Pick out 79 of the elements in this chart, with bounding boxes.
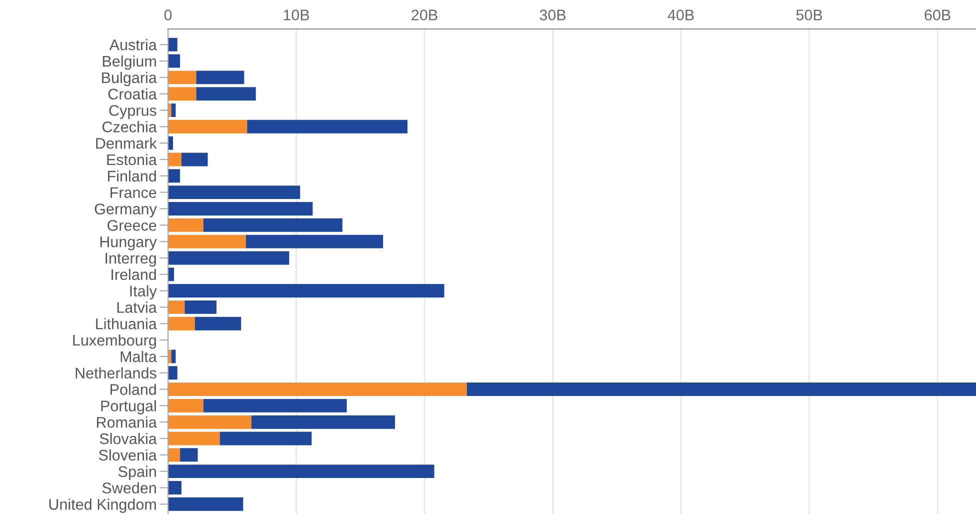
bar	[168, 284, 444, 298]
bar	[168, 382, 467, 396]
bar	[168, 70, 196, 84]
y-tick-label: Italy	[130, 285, 157, 300]
bar	[246, 234, 384, 248]
bar	[171, 104, 176, 117]
bar	[168, 218, 204, 232]
bar	[168, 136, 173, 150]
bar	[168, 497, 244, 511]
y-tick-label: Denmark	[96, 138, 157, 149]
bar	[180, 448, 198, 462]
bar	[168, 481, 182, 494]
bar	[168, 448, 180, 462]
bar	[168, 398, 204, 412]
y-tick-label: France	[110, 187, 156, 198]
y-tick-label: Portugal	[101, 400, 156, 414]
x-tick-label: 60B	[924, 10, 950, 20]
bar	[247, 120, 408, 134]
bar	[168, 87, 196, 101]
bar	[168, 432, 220, 446]
y-tick-label: Romania	[97, 416, 157, 428]
bar	[466, 382, 976, 396]
bar	[168, 152, 182, 166]
bar	[194, 316, 242, 330]
y-tick-label: Austria	[109, 39, 157, 50]
y-tick-label: Czechia	[102, 121, 157, 132]
y-tick-label: United Kingdom	[49, 498, 156, 513]
bar	[168, 464, 434, 478]
y-tick-label: Estonia	[107, 154, 157, 166]
bar	[168, 316, 195, 330]
bar	[184, 300, 216, 314]
y-tick-label: Germany	[94, 204, 157, 218]
bar	[168, 38, 178, 52]
bar	[168, 350, 172, 364]
y-tick-label: Interreg	[106, 252, 156, 267]
y-tick-label: Belgium	[102, 55, 156, 70]
bar	[168, 234, 246, 248]
y-tick-label: Malta	[120, 350, 157, 362]
y-tick-label: Croatia	[108, 88, 157, 100]
bar	[196, 70, 244, 84]
bar	[168, 54, 180, 68]
y-tick-label: Sweden	[102, 482, 156, 494]
bar	[168, 251, 290, 265]
y-tick-label: Luxembourg	[73, 334, 156, 349]
bar	[203, 218, 342, 232]
bar	[196, 87, 256, 101]
x-tick-label: 0	[164, 10, 172, 20]
x-tick-label: 40B	[668, 10, 694, 20]
x-tick-label: 30B	[540, 10, 566, 20]
y-tick-label: Slovakia	[100, 432, 157, 444]
x-tick-label: 10B	[284, 10, 310, 20]
bar	[168, 300, 185, 314]
bar	[168, 186, 300, 200]
bar	[168, 415, 252, 429]
bar	[171, 350, 176, 364]
y-tick-label: Slovenia	[98, 449, 157, 461]
x-tick-label: 20B	[412, 10, 438, 20]
bar	[168, 366, 178, 380]
bar	[168, 169, 180, 183]
bar	[220, 432, 312, 446]
y-tick-label: Ireland	[112, 268, 156, 280]
bar	[251, 415, 396, 429]
bar	[168, 202, 313, 216]
bar	[168, 268, 174, 282]
y-tick-label: Hungary	[100, 236, 157, 250]
y-tick-label: Netherlands	[76, 367, 156, 379]
bar	[181, 152, 208, 166]
x-tick-label: 50B	[796, 10, 822, 20]
bar	[203, 398, 347, 412]
y-tick-label: Spain	[118, 466, 156, 480]
bar	[168, 120, 248, 134]
y-tick-label: Lithuania	[96, 318, 157, 330]
y-tick-label: Greece	[108, 220, 156, 231]
y-tick-label: Bulgaria	[102, 72, 157, 86]
y-tick-label: Latvia	[117, 302, 157, 313]
y-tick-label: Cyprus	[109, 105, 156, 119]
y-tick-label: Poland	[110, 384, 156, 395]
y-tick-label: Finland	[108, 170, 156, 182]
bar	[168, 104, 172, 117]
